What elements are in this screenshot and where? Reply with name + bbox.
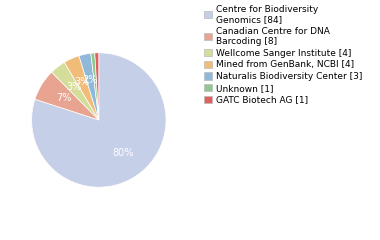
Legend: Centre for Biodiversity
Genomics [84], Canadian Centre for DNA
Barcoding [8], We: Centre for Biodiversity Genomics [84], C… xyxy=(204,5,362,105)
Wedge shape xyxy=(91,53,99,120)
Wedge shape xyxy=(35,72,99,120)
Wedge shape xyxy=(32,53,166,187)
Text: 7%: 7% xyxy=(56,93,71,103)
Text: 2%: 2% xyxy=(82,75,98,85)
Text: 3%: 3% xyxy=(74,78,90,87)
Text: 80%: 80% xyxy=(112,148,134,158)
Wedge shape xyxy=(64,56,99,120)
Wedge shape xyxy=(79,53,99,120)
Text: 3%: 3% xyxy=(66,83,81,92)
Wedge shape xyxy=(95,53,99,120)
Wedge shape xyxy=(52,62,99,120)
